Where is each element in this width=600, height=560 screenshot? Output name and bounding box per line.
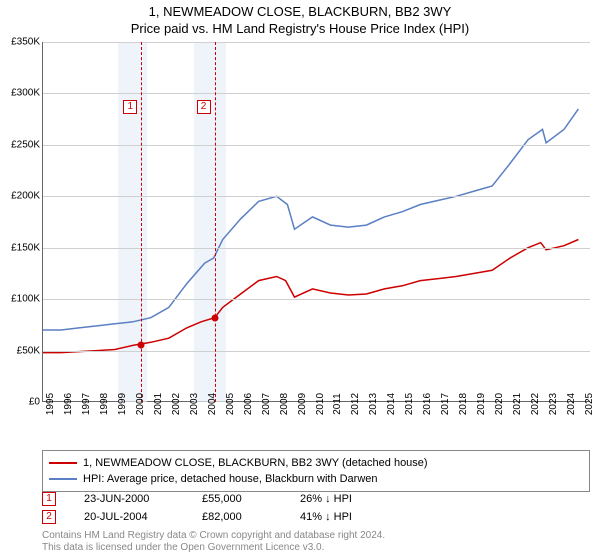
- gridline: [43, 93, 590, 94]
- legend-swatch: [49, 478, 77, 480]
- x-tick-label: 2015: [404, 393, 415, 415]
- transaction-price: £55,000: [202, 490, 272, 508]
- transaction-number-box: 1: [42, 492, 56, 506]
- x-tick-label: 2024: [566, 393, 577, 415]
- gridline: [43, 145, 590, 146]
- legend-box: 1, NEWMEADOW CLOSE, BLACKBURN, BB2 3WY (…: [42, 450, 590, 492]
- series-line: [43, 109, 578, 330]
- page-subtitle: Price paid vs. HM Land Registry's House …: [0, 21, 600, 36]
- page-title: 1, NEWMEADOW CLOSE, BLACKBURN, BB2 3WY: [0, 4, 600, 19]
- x-tick-label: 1996: [63, 393, 74, 415]
- x-tick-label: 2011: [332, 393, 343, 415]
- x-tick-label: 1995: [45, 393, 56, 415]
- x-tick-label: 2014: [386, 393, 397, 415]
- footer-attribution: Contains HM Land Registry data © Crown c…: [42, 530, 385, 554]
- x-tick-label: 2003: [189, 393, 200, 415]
- x-tick-label: 2023: [548, 393, 559, 415]
- x-tick-label: 2012: [350, 393, 361, 415]
- x-tick-label: 2007: [261, 393, 272, 415]
- legend-label: HPI: Average price, detached house, Blac…: [83, 471, 378, 487]
- x-tick-label: 1998: [99, 393, 110, 415]
- transaction-date: 23-JUN-2000: [84, 490, 174, 508]
- y-tick-label: £0: [29, 397, 40, 408]
- gridline: [43, 42, 590, 43]
- x-tick-label: 2002: [171, 393, 182, 415]
- transactions-table: 1 23-JUN-2000 £55,000 26% ↓ HPI 2 20-JUL-2004…: [42, 490, 590, 526]
- x-tick-label: 2008: [279, 393, 290, 415]
- x-tick-label: 2013: [368, 393, 379, 415]
- sale-vline: [215, 42, 216, 402]
- x-tick-label: 2009: [297, 393, 308, 415]
- x-tick-label: 2006: [243, 393, 254, 415]
- chart-lines-svg: [43, 42, 591, 402]
- y-tick-label: £100K: [11, 294, 40, 305]
- x-tick-label: 2005: [225, 393, 236, 415]
- sale-number-box: 2: [197, 100, 211, 114]
- series-line: [43, 240, 578, 353]
- sale-point-marker: [138, 342, 145, 349]
- gridline: [43, 351, 590, 352]
- x-tick-label: 2017: [440, 393, 451, 415]
- legend-label: 1, NEWMEADOW CLOSE, BLACKBURN, BB2 3WY (…: [83, 455, 428, 471]
- legend-item: HPI: Average price, detached house, Blac…: [49, 471, 583, 487]
- y-tick-label: £300K: [11, 88, 40, 99]
- x-tick-label: 2004: [207, 393, 218, 415]
- footer-line-2: This data is licensed under the Open Gov…: [42, 542, 385, 554]
- y-tick-label: £200K: [11, 191, 40, 202]
- x-tick-label: 2016: [422, 393, 433, 415]
- gridline: [43, 299, 590, 300]
- chart-plot-area: 12: [42, 42, 590, 402]
- x-tick-label: 2000: [135, 393, 146, 415]
- x-tick-label: 1999: [117, 393, 128, 415]
- x-tick-label: 1997: [81, 393, 92, 415]
- transaction-number-box: 2: [42, 510, 56, 524]
- y-tick-label: £150K: [11, 242, 40, 253]
- legend-item: 1, NEWMEADOW CLOSE, BLACKBURN, BB2 3WY (…: [49, 455, 583, 471]
- y-tick-label: £50K: [17, 345, 40, 356]
- x-tick-label: 2020: [494, 393, 505, 415]
- x-tick-label: 2022: [530, 393, 541, 415]
- x-tick-label: 2021: [512, 393, 523, 415]
- transaction-vs-hpi: 26% ↓ HPI: [300, 490, 352, 508]
- x-tick-label: 2010: [315, 393, 326, 415]
- gridline: [43, 196, 590, 197]
- sale-point-marker: [211, 314, 218, 321]
- footer-line-1: Contains HM Land Registry data © Crown c…: [42, 530, 385, 542]
- x-tick-label: 2019: [476, 393, 487, 415]
- transaction-row: 1 23-JUN-2000 £55,000 26% ↓ HPI: [42, 490, 590, 508]
- y-tick-label: £250K: [11, 139, 40, 150]
- gridline: [43, 248, 590, 249]
- sale-number-box: 1: [123, 100, 137, 114]
- transaction-vs-hpi: 41% ↓ HPI: [300, 508, 352, 526]
- x-tick-label: 2018: [458, 393, 469, 415]
- transaction-row: 2 20-JUL-2004 £82,000 41% ↓ HPI: [42, 508, 590, 526]
- transaction-date: 20-JUL-2004: [84, 508, 174, 526]
- x-tick-label: 2025: [584, 393, 595, 415]
- transaction-price: £82,000: [202, 508, 272, 526]
- y-tick-label: £350K: [11, 37, 40, 48]
- legend-swatch: [49, 462, 77, 464]
- x-tick-label: 2001: [153, 393, 164, 415]
